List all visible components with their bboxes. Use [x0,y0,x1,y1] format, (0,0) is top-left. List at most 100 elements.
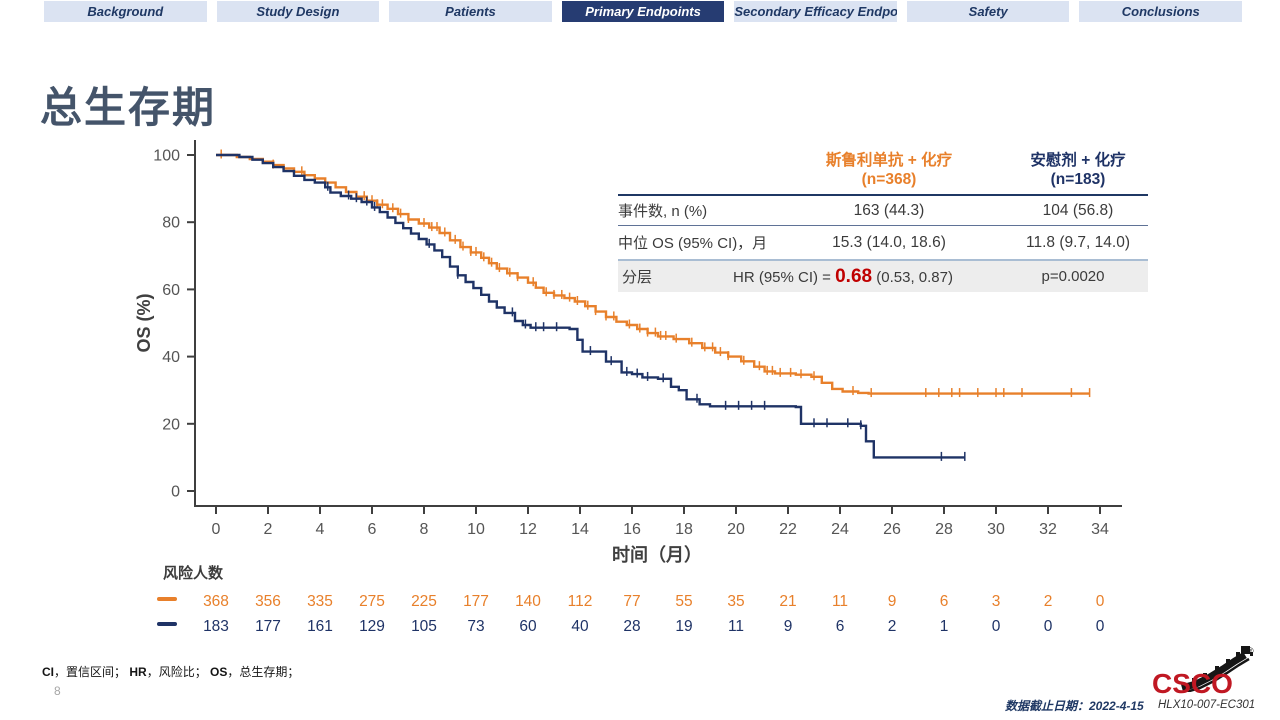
km-curve-serplulimab [216,153,1090,395]
y-tick-label: 40 [162,349,180,366]
risk-value: 2 [1044,593,1053,610]
hr-prefix: HR (95% CI) = [733,268,836,286]
risk-value: 11 [832,593,848,610]
stats-overlay-table: 斯鲁利单抗 + 化疗 (n=368) 安慰剂 + 化疗 (n=183) 事件数,… [618,144,1148,292]
risk-legend-dash [157,597,177,601]
risk-value: 9 [888,593,897,610]
y-tick-label: 80 [162,215,180,232]
risk-value: 177 [255,618,281,635]
abbrev-definition: ，置信区间； [54,665,130,679]
tab-primary-endpoints[interactable]: Primary Endpoints [561,1,725,22]
risk-value: 356 [255,593,281,610]
stratified-label: 分层 [622,269,653,286]
risk-value: 2 [888,618,897,635]
median-os-row: 中位 OS (95% CI)，月 15.3 (14.0, 18.6) 11.8 … [618,226,1148,261]
risk-value: 1 [940,618,949,635]
hr-value: 0.68 [835,265,873,287]
risk-value: 140 [515,593,541,610]
risk-value: 60 [519,618,537,635]
arm2-name: 安慰剂 + 化疗 [1030,152,1126,170]
x-tick-label: 24 [831,521,849,538]
tab-secondary-efficacy-endpoints[interactable]: Secondary Efficacy Endpoints [734,1,897,22]
x-tick-label: 20 [727,521,745,538]
risk-value: 183 [203,618,229,635]
risk-value: 0 [1096,593,1105,610]
tab-study-design[interactable]: Study Design [216,1,380,22]
tab-conclusions[interactable]: Conclusions [1079,1,1243,22]
risk-value: 55 [675,593,692,610]
page-title: 总生存期 [40,84,217,132]
abbreviation-footnote: CI，置信区间； HR，风险比； OS，总生存期； [42,663,299,680]
risk-value: 129 [359,618,385,635]
abbrev-term: OS [210,665,228,679]
stats-header-placebo: 安慰剂 + 化疗 (n=183) [1008,152,1148,189]
risk-value: 21 [779,593,796,610]
x-tick-label: 10 [467,521,485,538]
x-tick-label: 18 [675,521,693,538]
hr-ci: (0.53, 0.87) [872,268,953,286]
abbrev-definition: ，风险比； [146,665,211,679]
x-tick-label: 12 [519,521,537,538]
arm1-n: (n=368) [861,170,917,188]
x-tick-label: 0 [212,521,221,538]
risk-value: 11 [728,618,744,635]
y-tick-label: 100 [153,148,180,165]
csco-wordmark: CSCO [1152,668,1233,699]
abbrev-definition: ，总生存期； [227,665,300,679]
x-tick-label: 8 [420,521,429,538]
risk-value: 112 [568,593,593,610]
risk-value: 105 [411,618,437,635]
km-curve-placebo [216,153,965,459]
risk-legend-dash [157,622,177,626]
risk-value: 161 [307,618,333,635]
y-tick-label: 20 [162,416,180,433]
data-cutoff-date: 数据截止日期：2022-4-15 [1005,699,1144,713]
x-tick-label: 30 [987,521,1005,538]
stats-header-serplulimab: 斯鲁利单抗 + 化疗 (n=368) [770,152,1008,189]
x-tick-label: 22 [779,521,797,538]
study-id: HLX10-007-EC301 [1158,699,1256,711]
abbrev-term: CI [42,665,54,679]
events-arm2: 104 (56.8) [1042,201,1114,219]
events-row: 事件数, n (%) 163 (44.3) 104 (56.8) [618,196,1148,226]
top-nav: Background Study Design Patients Primary En… [44,1,1243,22]
median-os-label: 中位 OS (95% CI)，月 [618,235,768,252]
risk-value: 19 [675,618,692,635]
y-tick-label: 0 [171,484,180,501]
events-arm1: 163 (44.3) [853,201,925,219]
risk-value: 0 [1044,618,1053,635]
great-wall-icon [1181,646,1253,692]
arm1-name: 斯鲁利单抗 + 化疗 [825,152,953,170]
x-tick-label: 32 [1039,521,1057,538]
tab-safety[interactable]: Safety [906,1,1070,22]
x-tick-label: 26 [883,521,901,538]
risk-value: 6 [836,618,845,635]
csco-logo: CSCO ® [1150,646,1258,712]
risk-value: 28 [623,618,640,635]
risk-value: 9 [784,618,793,635]
x-tick-label: 4 [316,521,325,538]
x-tick-label: 34 [1091,521,1109,538]
arm2-n: (n=183) [1050,170,1106,188]
tab-background[interactable]: Background [44,1,207,22]
x-tick-label: 2 [264,521,273,538]
risk-value: 0 [992,618,1001,635]
risk-value: 73 [467,618,484,635]
risk-value: 177 [463,593,489,610]
risk-value: 6 [940,593,949,610]
hr-text: HR (95% CI) = 0.68 (0.53, 0.87) [688,266,998,288]
y-tick-label: 60 [162,282,180,299]
tab-patients[interactable]: Patients [389,1,552,22]
x-tick-label: 16 [623,521,641,538]
y-axis-title: OS (%) [134,293,154,352]
page-number: 8 [54,684,61,698]
x-tick-label: 14 [571,521,589,538]
median-os-arm1: 15.3 (14.0, 18.6) [832,233,946,251]
x-tick-label: 28 [935,521,953,538]
risk-value: 335 [307,593,333,610]
x-tick-label: 6 [368,521,377,538]
risk-value: 0 [1096,618,1105,635]
risk-value: 35 [727,593,744,610]
